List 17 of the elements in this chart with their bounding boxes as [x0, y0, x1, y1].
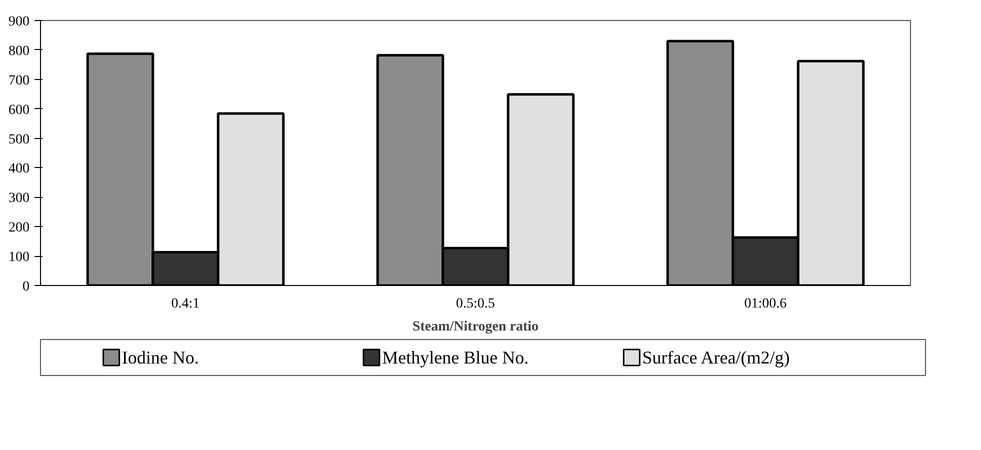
y-tick-label: 400 — [8, 162, 30, 177]
legend-label: Surface Area/(m2/g) — [642, 348, 790, 368]
y-tick-label: 300 — [8, 191, 30, 206]
y-tick-label: 800 — [8, 44, 30, 59]
x-tick-label: 01:00.6 — [744, 296, 787, 312]
y-tick-label: 900 — [8, 14, 30, 30]
y-tick-label: 600 — [8, 102, 30, 118]
y-tick-label: 100 — [8, 250, 30, 266]
y-tick-label: 0 — [22, 280, 30, 294]
legend-label: Iodine No. — [122, 348, 199, 368]
x-axis-title: Steam/Nitrogen ratio — [412, 320, 539, 334]
legend-label: Methylene Blue No. — [382, 348, 529, 368]
y-tick-label: 200 — [8, 220, 30, 236]
y-tick-label: 500 — [8, 132, 30, 148]
x-tick-label: 0.5:0.5 — [456, 296, 495, 312]
x-tick-label: 0.4:1 — [171, 296, 200, 312]
y-tick-label: 700 — [8, 73, 30, 88]
